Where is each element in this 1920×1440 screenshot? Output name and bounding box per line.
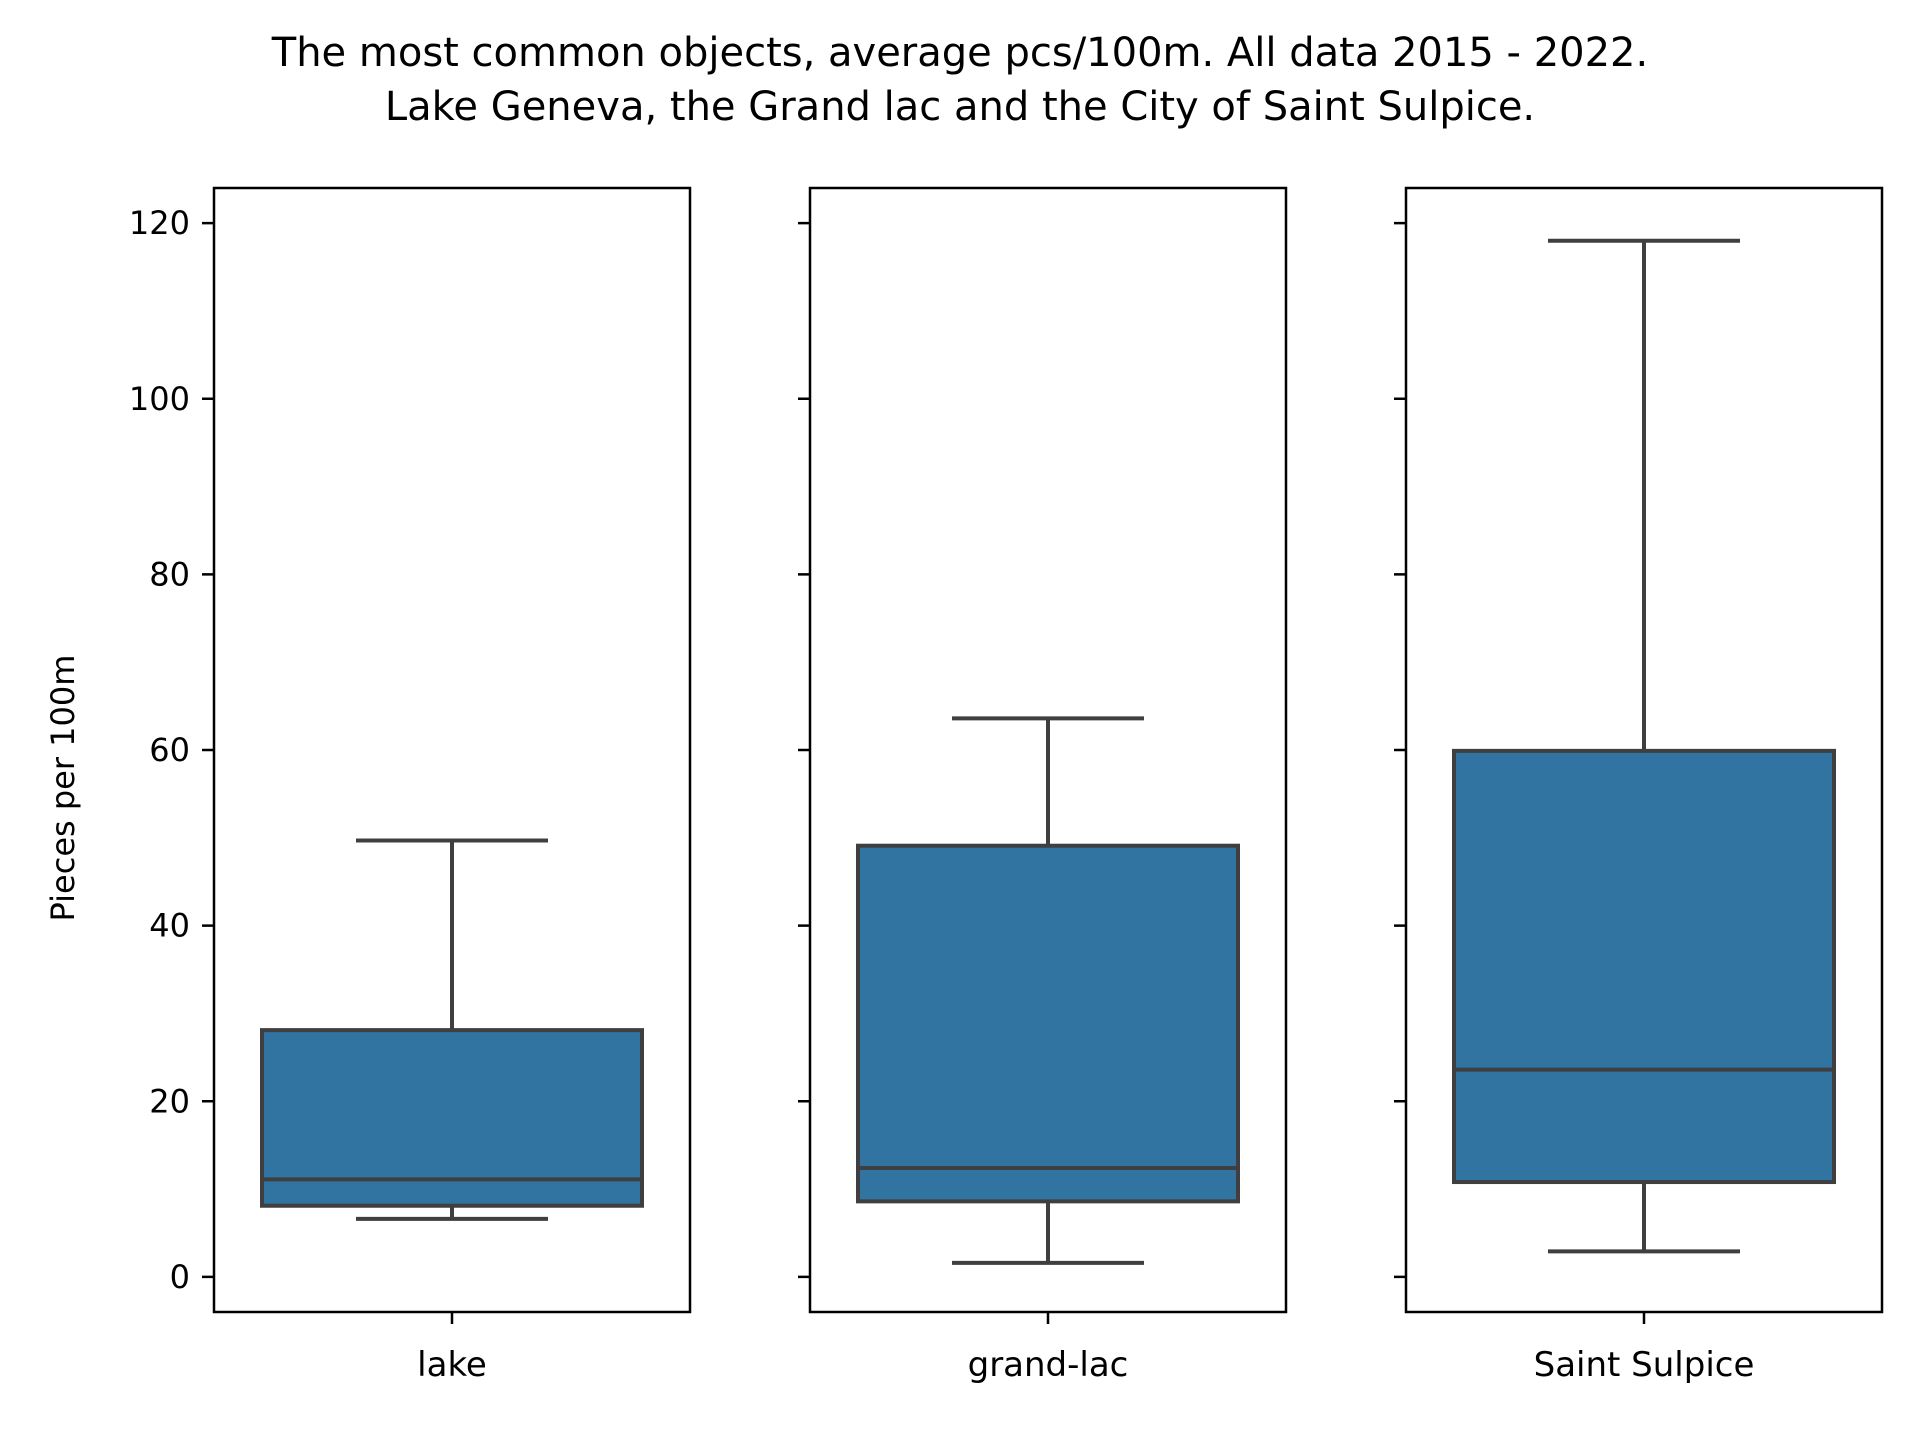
panels-group: 0 20 40 60 80 100 120 lake grand-lac Saint Sulpic… — [129, 186, 1884, 1385]
y-tick-label: 0 — [170, 1258, 190, 1296]
y-tick-label: 100 — [129, 380, 190, 418]
panel-saint-sulpice: Saint Sulpice — [1394, 186, 1884, 1385]
y-tick-label: 120 — [129, 204, 190, 242]
iqr-box — [1452, 748, 1836, 1185]
y-tick-label: 20 — [149, 1082, 190, 1120]
y-tick-label: 60 — [149, 731, 190, 769]
y-tick-label: 40 — [149, 907, 190, 945]
chart-title-line-1: The most common objects, average pcs/100… — [271, 30, 1648, 76]
panel-grand-lac: grand-lac — [798, 186, 1288, 1385]
panel-lake: 0 20 40 60 80 100 120 lake — [129, 186, 692, 1385]
iqr-box — [260, 1028, 644, 1208]
chart-title-line-2: Lake Geneva, the Grand lac and the City … — [385, 84, 1535, 130]
x-category-label: Saint Sulpice — [1534, 1345, 1755, 1385]
iqr-box — [856, 843, 1240, 1204]
x-category-label: grand-lac — [968, 1345, 1129, 1385]
x-category-label: lake — [417, 1345, 487, 1385]
y-axis-label: Pieces per 100m — [44, 655, 82, 922]
y-tick-label: 80 — [149, 555, 190, 593]
